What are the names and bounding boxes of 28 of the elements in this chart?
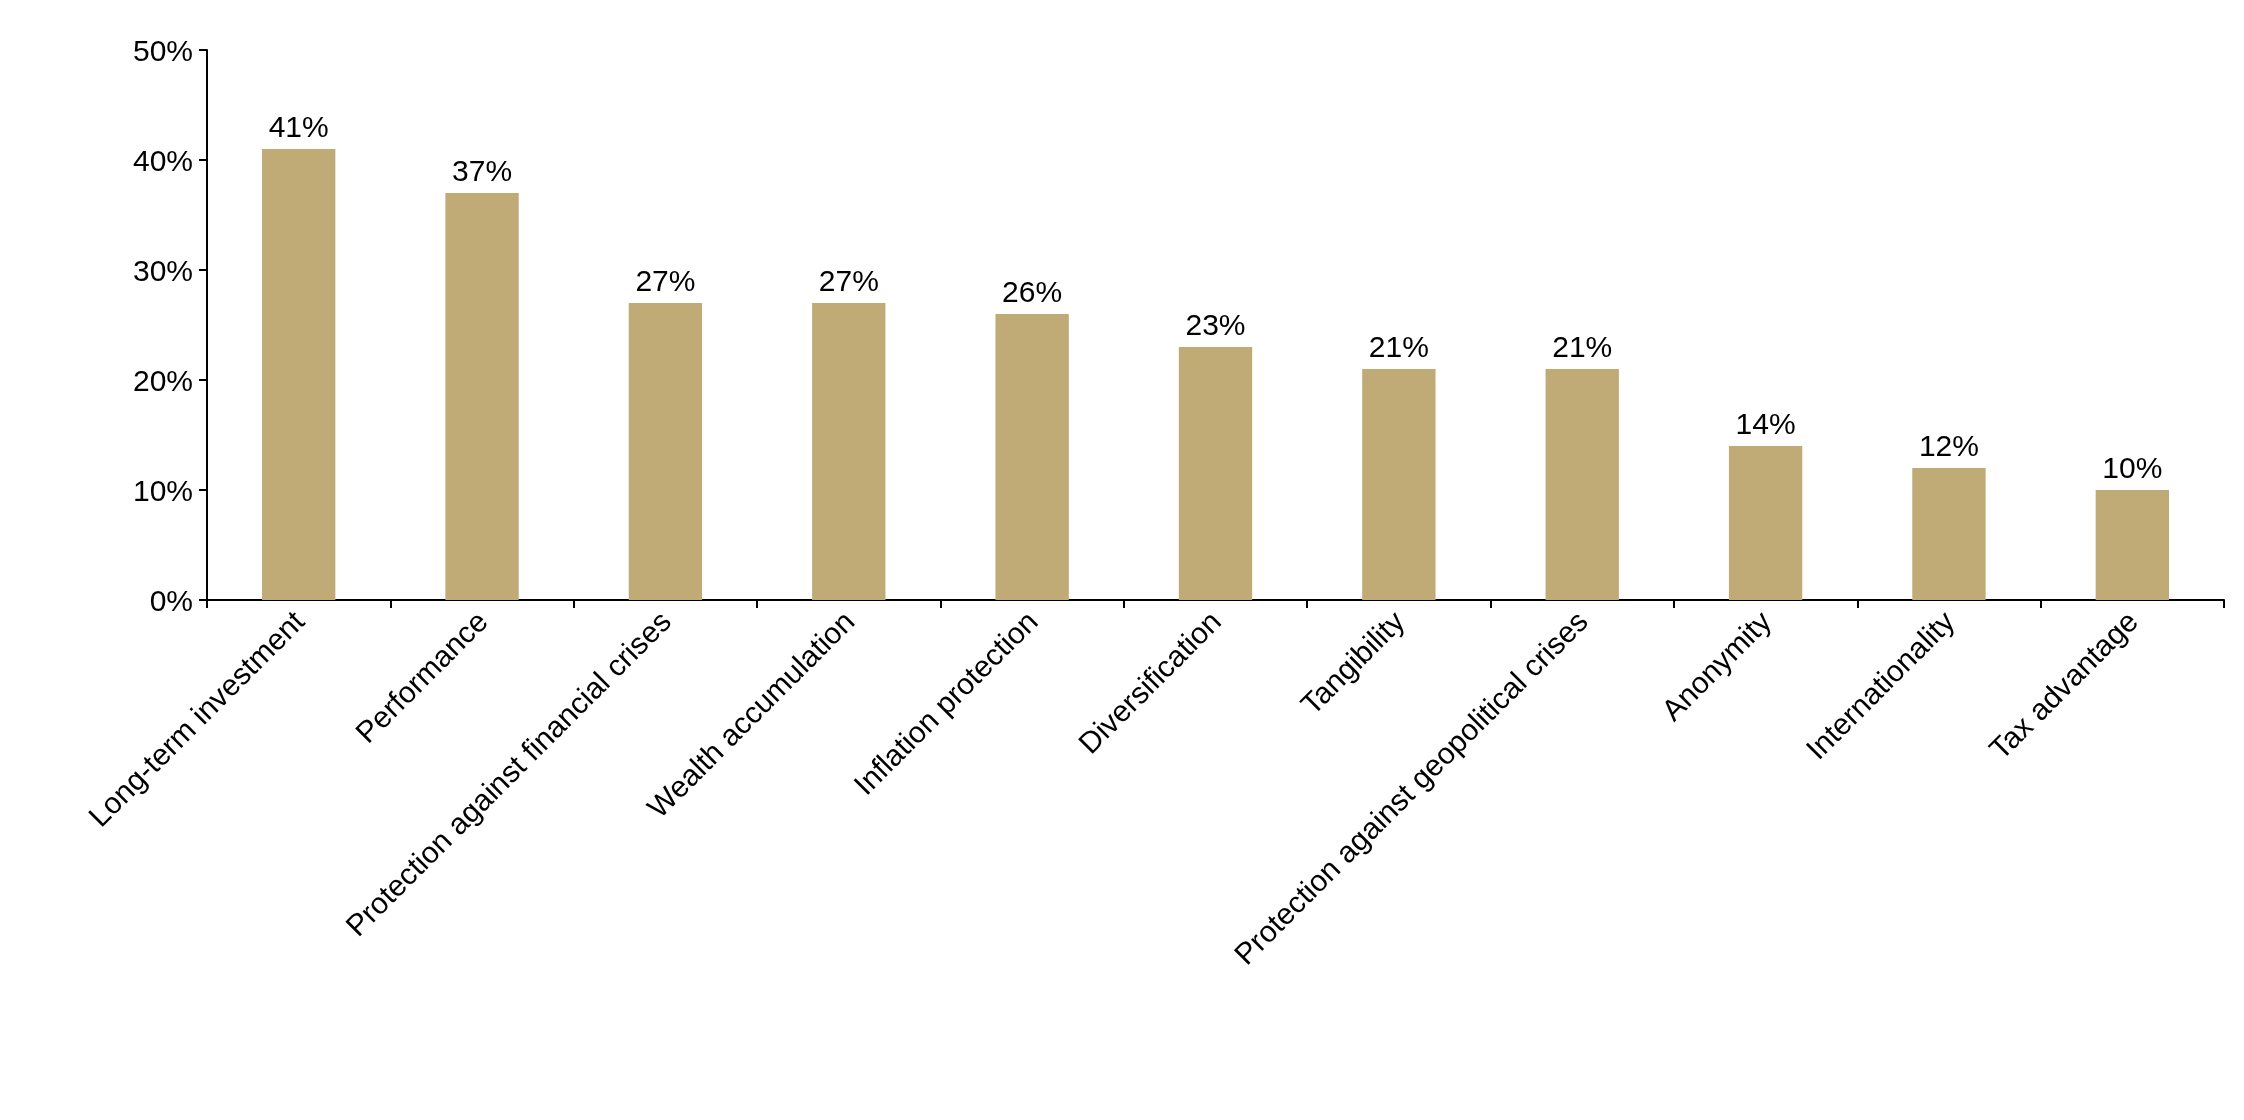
bar: [1728, 446, 1803, 600]
data-label: 12%: [1918, 428, 1979, 462]
bar: [1362, 369, 1436, 600]
y-tick-label: 50%: [132, 33, 193, 67]
bar: [2095, 490, 2169, 600]
data-label: 37%: [452, 153, 513, 187]
bar: [628, 303, 703, 600]
y-tick-label: 40%: [132, 143, 193, 177]
bar: [995, 314, 1069, 600]
bar: [1178, 347, 1253, 600]
data-label: 14%: [1735, 406, 1796, 440]
bar: [445, 193, 519, 600]
y-tick-label: 30%: [132, 253, 193, 287]
y-tick-label: 0%: [149, 583, 193, 617]
data-label: 23%: [1185, 307, 1246, 341]
bar: [262, 149, 336, 600]
y-tick-label: 10%: [132, 473, 193, 507]
data-label: 41%: [268, 109, 329, 143]
data-label: 21%: [1552, 329, 1613, 363]
data-label: 27%: [818, 263, 879, 297]
data-label: 10%: [2102, 450, 2163, 484]
bar: [1545, 369, 1619, 600]
bar: [1912, 468, 1986, 600]
bar: [812, 303, 886, 600]
data-label: 26%: [1002, 274, 1063, 308]
data-label: 21%: [1368, 329, 1429, 363]
y-tick-label: 20%: [132, 363, 193, 397]
data-label: 27%: [635, 263, 696, 297]
